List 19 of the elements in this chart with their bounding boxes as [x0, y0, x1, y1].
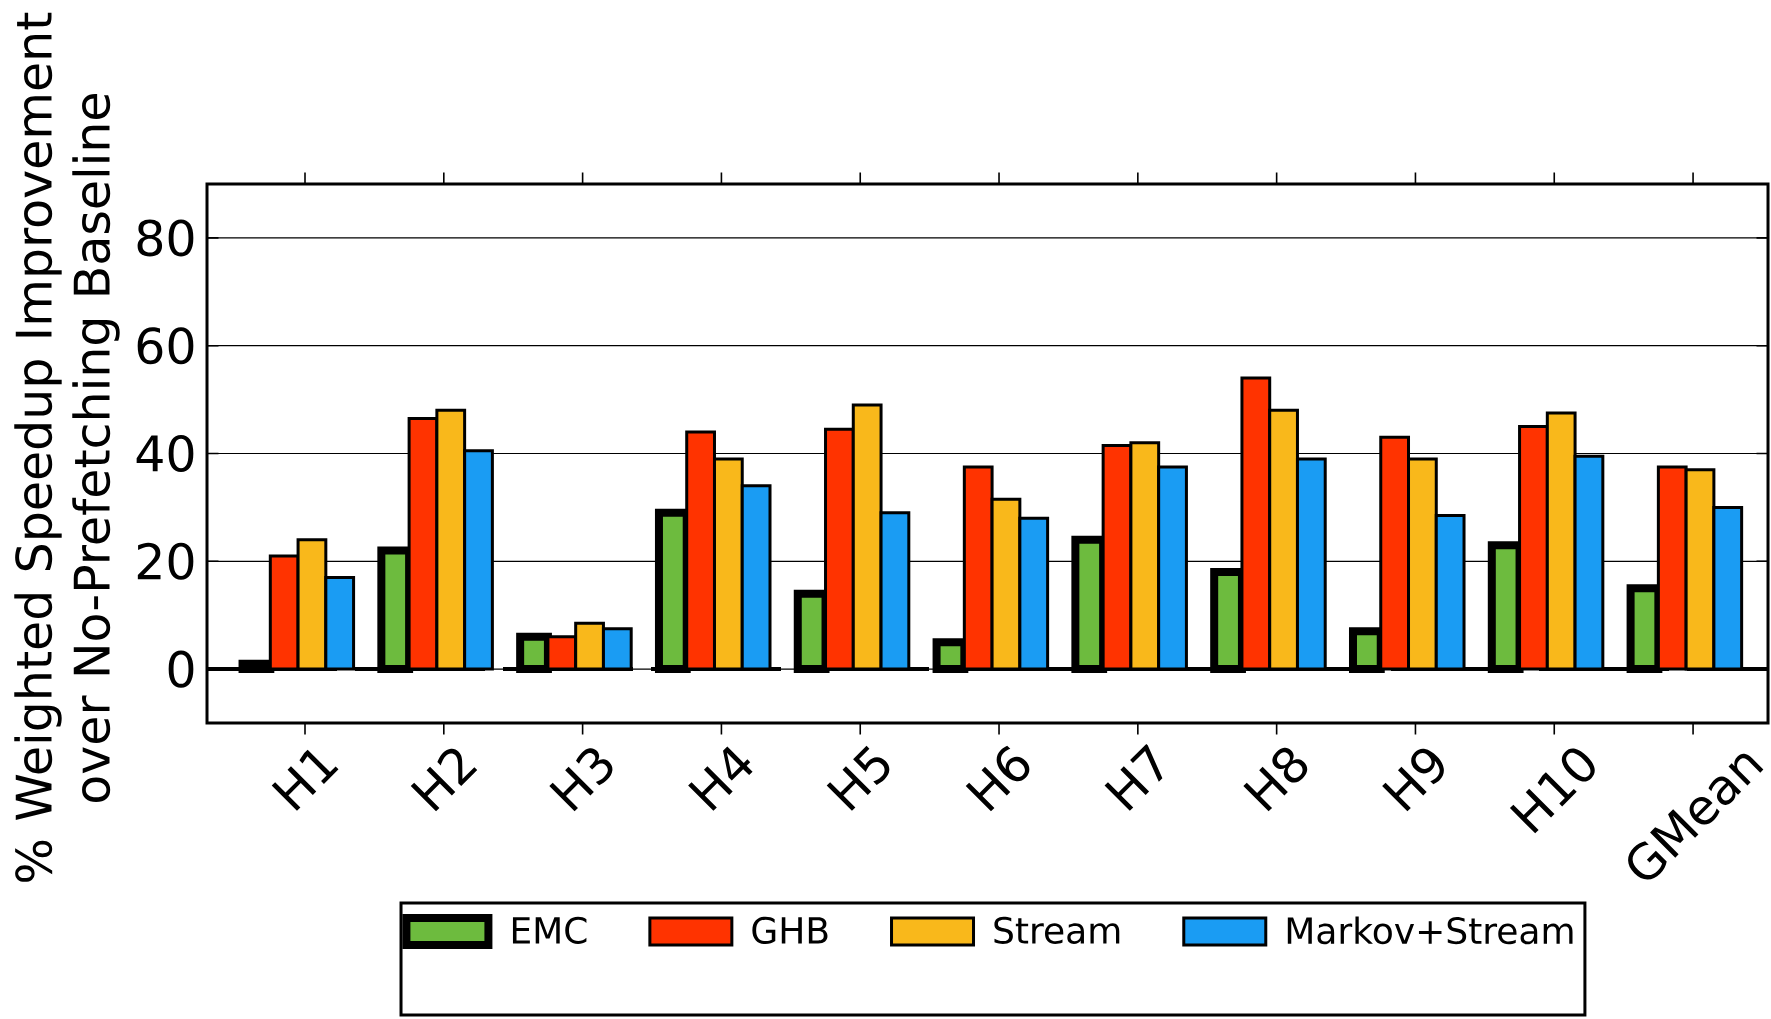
- x-tick-label: H4: [688, 746, 753, 811]
- x-tick-label: H9: [1382, 748, 1444, 812]
- legend-label: EMC: [512, 916, 587, 944]
- y-tick-label: 40: [136, 434, 194, 473]
- y-tick-label: 0: [168, 650, 194, 688]
- x-tick-label: H1: [271, 749, 339, 811]
- legend-label: Stream: [994, 916, 1120, 944]
- x-tick-label: H6: [965, 745, 1030, 812]
- y-tick-label: 60: [137, 327, 194, 365]
- x-tick-label: H3: [549, 748, 613, 812]
- legend-label: Markov+Stream: [1287, 916, 1573, 945]
- legend-label: GHB: [752, 916, 828, 944]
- y-tick-label: 20: [137, 542, 194, 580]
- x-tick-label: H5: [826, 745, 890, 811]
- y-tick-label: 80: [137, 219, 194, 257]
- x-tick-label: H8: [1243, 747, 1308, 812]
- y-axis-title: % Weighted Speedup Improvement over No-Prefetching Baseline: [14, 12, 120, 882]
- x-tick-label: H2: [410, 748, 478, 812]
- x-tick-label: H7: [1104, 743, 1163, 811]
